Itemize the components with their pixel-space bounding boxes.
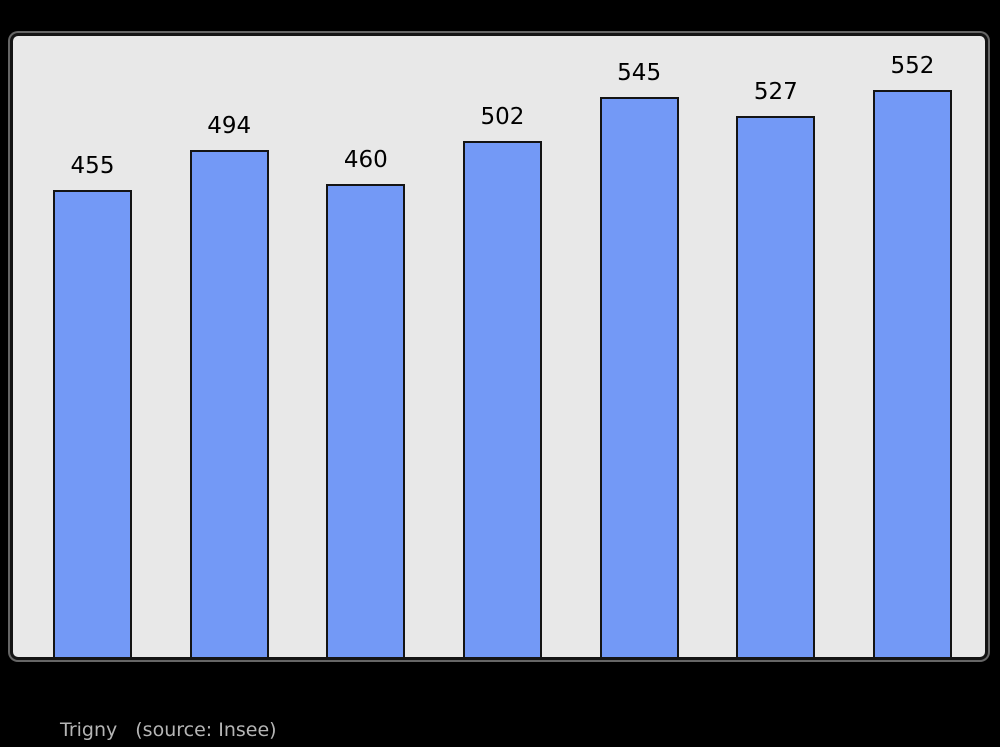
bar: 455 (53, 155, 132, 657)
chart-caption: Trigny (source: Insee) (60, 719, 277, 741)
bar-value-label: 552 (890, 53, 935, 79)
bar-value-label: 545 (617, 60, 662, 86)
bar-value-label: 494 (207, 113, 252, 139)
bar: 494 (189, 115, 269, 657)
commune-name: Trigny (60, 719, 118, 741)
source-label: (source: Insee) (135, 719, 277, 741)
bar-chart: 455 494 460 502 545 527 552 (10, 33, 988, 660)
bar: 502 (462, 106, 542, 657)
bar: 545 (599, 62, 679, 657)
bar: 460 (326, 149, 406, 657)
bar-value-label: 527 (753, 79, 798, 105)
bar-value-label: 455 (70, 153, 115, 179)
plot-area: 455 494 460 502 545 527 552 (13, 36, 985, 657)
bar: 527 (736, 81, 816, 657)
bar-value-label: 460 (343, 147, 388, 173)
bar-value-label: 502 (480, 104, 525, 130)
bar: 552 (872, 55, 952, 657)
